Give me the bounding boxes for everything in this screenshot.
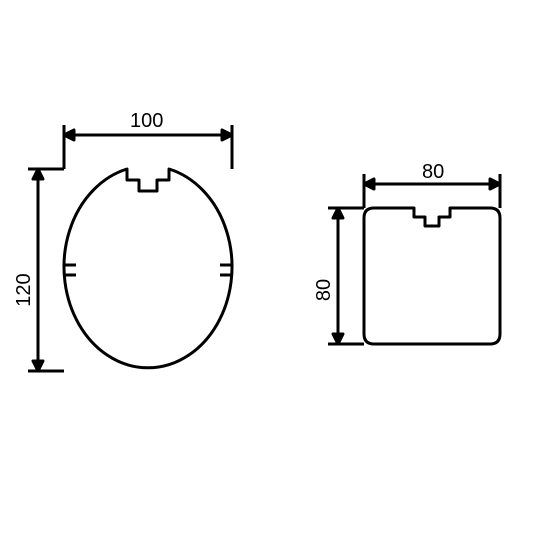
square-body — [364, 208, 500, 344]
oval-side-marks — [64, 265, 232, 275]
square-width-label: 80 — [422, 161, 444, 183]
square-height-label: 80 — [313, 279, 335, 301]
technical-drawing: 100 120 80 80 — [0, 0, 550, 550]
square-width-dimension: 80 — [364, 161, 500, 208]
oval-height-dimension: 120 — [13, 169, 64, 371]
oval-height-label: 120 — [13, 273, 35, 306]
square-profile: 80 80 — [313, 161, 500, 344]
oval-body — [64, 169, 232, 368]
oval-width-label: 100 — [130, 110, 163, 132]
oval-width-dimension: 100 — [64, 110, 232, 169]
oval-profile: 100 120 — [13, 110, 232, 371]
square-height-dimension: 80 — [313, 208, 364, 344]
